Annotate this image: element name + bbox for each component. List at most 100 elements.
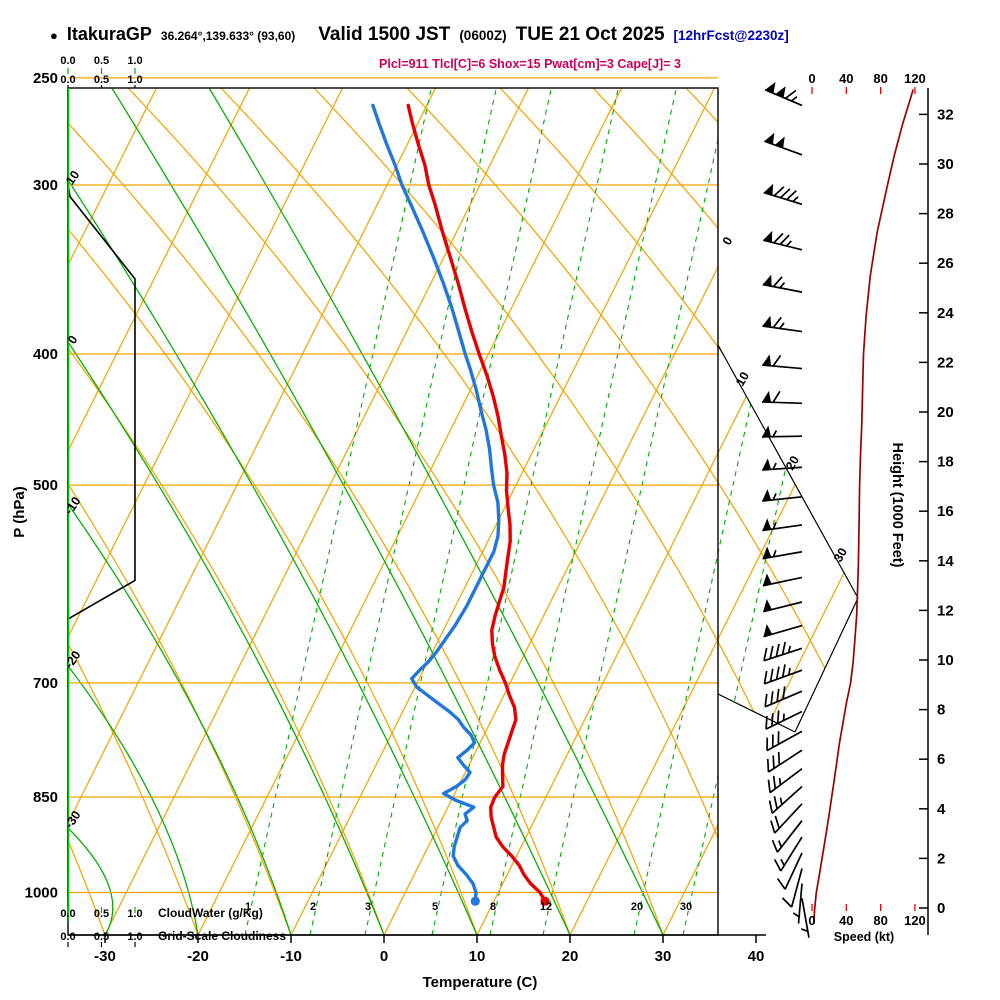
svg-text:-10: -10 <box>62 494 84 517</box>
wind-barb <box>800 898 810 938</box>
svg-text:40: 40 <box>839 913 853 928</box>
cloud-profiles <box>68 88 136 922</box>
wind-speed-curve <box>812 89 915 924</box>
svg-text:0.5: 0.5 <box>94 74 109 86</box>
wind-barb <box>762 458 803 471</box>
wind-barb <box>776 852 803 890</box>
svg-text:0: 0 <box>808 71 815 86</box>
svg-text:1.0: 1.0 <box>127 931 142 943</box>
svg-text:0.5: 0.5 <box>94 55 109 67</box>
svg-text:14: 14 <box>937 553 954 570</box>
svg-text:40: 40 <box>839 71 853 86</box>
wind-barb <box>770 803 803 834</box>
svg-text:40: 40 <box>748 948 765 965</box>
svg-text:Height (1000 Feet): Height (1000 Feet) <box>889 443 905 568</box>
svg-text:24: 24 <box>937 305 954 322</box>
svg-text:20: 20 <box>783 453 802 472</box>
svg-text:0.0: 0.0 <box>60 908 75 920</box>
svg-text:20: 20 <box>937 404 954 421</box>
wind-barb <box>766 730 803 752</box>
wind-barb <box>762 230 803 251</box>
background-isolines <box>68 88 858 935</box>
svg-text:20: 20 <box>562 948 579 965</box>
wind-barb <box>763 183 803 206</box>
svg-text:2: 2 <box>937 850 945 867</box>
svg-text:18: 18 <box>937 454 954 471</box>
wind-barb <box>762 489 803 502</box>
svg-text:400: 400 <box>33 346 58 363</box>
svg-text:22: 22 <box>937 354 954 371</box>
wind-barb <box>762 274 803 293</box>
wind-barb <box>762 354 803 370</box>
svg-text:0.0: 0.0 <box>60 931 75 943</box>
wind-barb <box>792 883 803 924</box>
svg-text:700: 700 <box>33 675 58 692</box>
svg-text:250: 250 <box>33 70 58 87</box>
stability-indices: Plcl=911 Tlcl[C]=6 Shox=15 Pwat[cm]=3 Ca… <box>379 57 681 71</box>
svg-text:30: 30 <box>937 156 954 173</box>
svg-text:CloudWater (g/Kg): CloudWater (g/Kg) <box>158 906 263 920</box>
svg-text:28: 28 <box>937 206 954 223</box>
wind-barb <box>761 390 803 405</box>
wind-barb <box>763 664 803 685</box>
svg-text:0.5: 0.5 <box>94 908 109 920</box>
wind-barb <box>762 315 803 333</box>
svg-text:8: 8 <box>937 702 945 719</box>
wind-barb <box>767 767 803 794</box>
svg-text:5: 5 <box>432 901 438 913</box>
wind-barb <box>765 710 803 730</box>
header: ● ItakuraGP 36.264°,139.633° (93,60) Val… <box>50 24 789 46</box>
svg-text:120: 120 <box>904 913 926 928</box>
svg-text:80: 80 <box>873 913 887 928</box>
svg-text:P (hPa): P (hPa) <box>11 486 28 537</box>
wind-barb <box>762 573 803 587</box>
svg-text:-30: -30 <box>94 948 116 965</box>
valid-time: Valid 1500 JST <box>318 24 451 45</box>
svg-text:-30: -30 <box>62 808 84 831</box>
svg-text:300: 300 <box>33 177 58 194</box>
svg-text:3: 3 <box>365 901 371 913</box>
svg-text:16: 16 <box>937 503 954 520</box>
svg-text:26: 26 <box>937 255 954 272</box>
wind-barb <box>773 836 803 872</box>
svg-text:8: 8 <box>490 901 496 913</box>
svg-text:Grid-Scale Cloudiness: Grid-Scale Cloudiness <box>158 929 286 943</box>
temperature-curve <box>406 103 550 906</box>
svg-text:1000: 1000 <box>25 884 58 901</box>
wind-barb <box>762 546 803 560</box>
svg-text:0.0: 0.0 <box>60 55 75 67</box>
svg-text:Temperature (C): Temperature (C) <box>423 974 538 991</box>
station-name: ItakuraGP <box>66 24 152 44</box>
valid-time-z: (0600Z) <box>459 28 507 43</box>
svg-text:30: 30 <box>680 901 692 913</box>
svg-text:10: 10 <box>937 652 954 669</box>
svg-text:120: 120 <box>904 71 926 86</box>
svg-text:30: 30 <box>655 948 672 965</box>
svg-text:4: 4 <box>937 801 946 818</box>
svg-text:2: 2 <box>310 901 316 913</box>
wind-barb <box>766 749 803 773</box>
wind-barb <box>763 624 803 638</box>
svg-text:10: 10 <box>469 948 486 965</box>
svg-text:32: 32 <box>937 106 954 123</box>
wind-barb <box>771 820 803 853</box>
svg-text:20: 20 <box>631 901 643 913</box>
wind-barb <box>762 518 803 532</box>
wind-barb <box>764 132 803 156</box>
dewpoint-curve <box>371 103 501 906</box>
svg-text:30: 30 <box>831 545 850 564</box>
svg-text:500: 500 <box>33 477 58 494</box>
svg-text:1.0: 1.0 <box>127 55 142 67</box>
svg-text:0: 0 <box>808 913 815 928</box>
svg-text:80: 80 <box>873 71 887 86</box>
svg-text:0.0: 0.0 <box>60 74 75 86</box>
svg-text:1: 1 <box>245 901 251 913</box>
svg-text:1.0: 1.0 <box>127 908 142 920</box>
station-marker-icon: ● <box>50 28 58 43</box>
svg-text:12: 12 <box>540 901 552 913</box>
svg-text:-20: -20 <box>187 948 209 965</box>
svg-text:-10: -10 <box>280 948 302 965</box>
svg-text:0: 0 <box>380 948 388 965</box>
